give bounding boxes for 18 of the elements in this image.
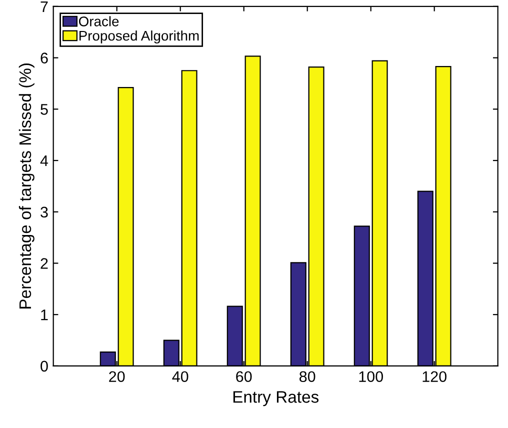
x-tick-label: 120 [422,371,446,382]
y-tick-label: 4 [40,156,48,166]
x-tick-label: 60 [236,371,252,382]
x-axis-title: Entry Rates [233,391,319,406]
x-tick-label: 40 [172,371,188,382]
x-tick-label: 20 [109,371,125,382]
y-tick-label: 5 [40,104,48,115]
y-tick-label: 0 [40,360,48,372]
y-tick-label: 1 [41,310,48,320]
y-tick-label: 3 [40,206,48,218]
y-axis-title: Percentage of targets Missed (%) [18,64,34,308]
legend-label: Proposed Algorithm [79,30,199,44]
x-tick-label: 100 [359,371,383,382]
legend-label: Oracle [79,16,119,26]
y-tick-label: 7 [40,1,48,12]
y-tick-label: 6 [40,52,48,64]
y-tick-label: 2 [40,258,48,269]
x-tick-label: 80 [300,371,316,382]
